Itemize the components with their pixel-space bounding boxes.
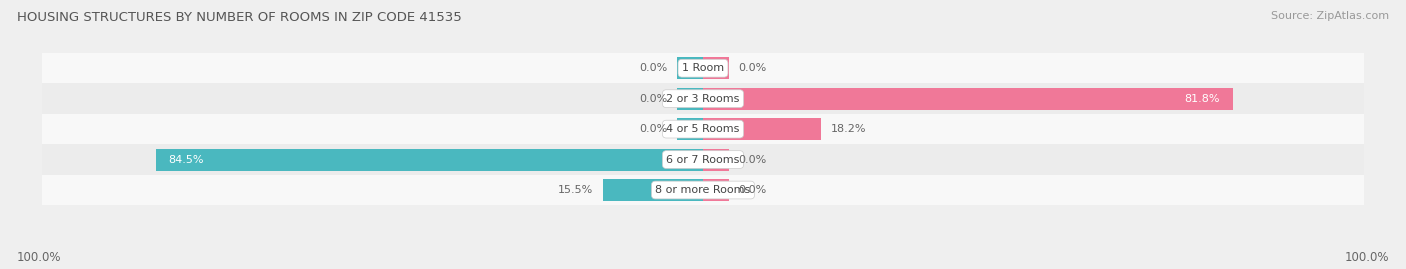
Text: 0.0%: 0.0% [738,155,766,165]
Bar [42,53,1364,83]
Bar [703,148,728,171]
Bar [42,175,1364,205]
Bar [42,144,1364,175]
Bar [678,88,703,110]
Text: Source: ZipAtlas.com: Source: ZipAtlas.com [1271,11,1389,21]
Text: 0.0%: 0.0% [738,185,766,195]
Bar [156,148,703,171]
Bar [703,179,728,201]
Text: 100.0%: 100.0% [17,251,62,264]
Bar [703,88,1233,110]
Text: 15.5%: 15.5% [558,185,593,195]
Bar [703,57,728,79]
Text: 81.8%: 81.8% [1184,94,1220,104]
Text: 100.0%: 100.0% [1344,251,1389,264]
Bar [42,83,1364,114]
Text: 0.0%: 0.0% [640,124,668,134]
Bar [678,57,703,79]
Text: 1 Room: 1 Room [682,63,724,73]
Legend: Owner-occupied, Renter-occupied: Owner-occupied, Renter-occupied [572,266,834,269]
Text: 18.2%: 18.2% [831,124,866,134]
Text: 0.0%: 0.0% [738,63,766,73]
Bar [703,118,821,140]
Text: 8 or more Rooms: 8 or more Rooms [655,185,751,195]
Text: 4 or 5 Rooms: 4 or 5 Rooms [666,124,740,134]
Bar [603,179,703,201]
Text: 2 or 3 Rooms: 2 or 3 Rooms [666,94,740,104]
Text: 84.5%: 84.5% [169,155,204,165]
Text: HOUSING STRUCTURES BY NUMBER OF ROOMS IN ZIP CODE 41535: HOUSING STRUCTURES BY NUMBER OF ROOMS IN… [17,11,461,24]
Text: 0.0%: 0.0% [640,63,668,73]
Bar [42,114,1364,144]
Text: 0.0%: 0.0% [640,94,668,104]
Text: 6 or 7 Rooms: 6 or 7 Rooms [666,155,740,165]
Bar [678,118,703,140]
